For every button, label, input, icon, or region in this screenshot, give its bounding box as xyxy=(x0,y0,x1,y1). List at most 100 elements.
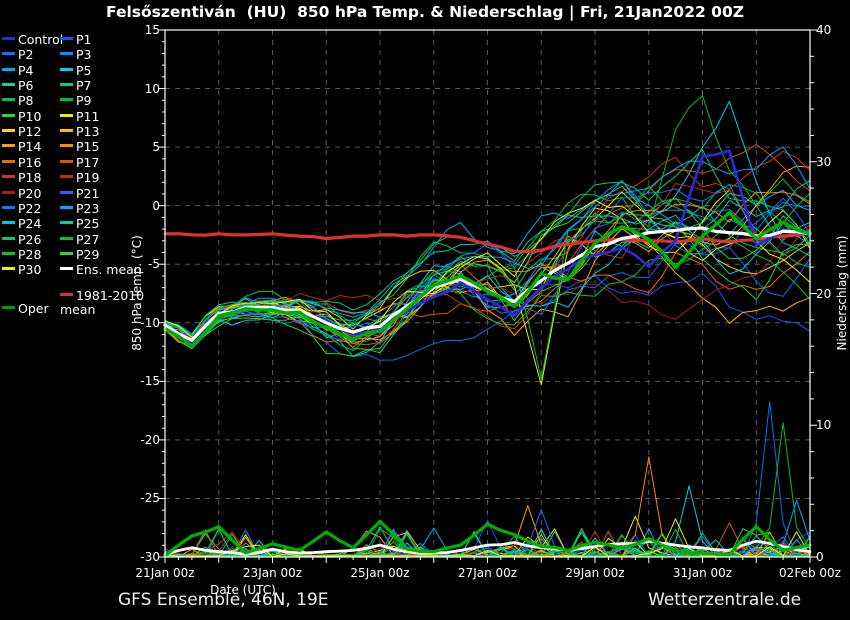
legend-swatch-icon xyxy=(60,113,73,117)
legend-item-P23: P23 xyxy=(60,200,100,216)
date-axis-label-wrap: Date (UTC) xyxy=(0,583,850,597)
legend-item-label: P16 xyxy=(18,154,42,170)
legend-item-P16: P16 xyxy=(2,154,42,170)
legend-item-label: P27 xyxy=(76,231,100,247)
legend-item-climate-mean: 1981-2010 mean xyxy=(60,288,144,316)
legend-swatch-icon xyxy=(60,293,73,296)
legend-item-P30: P30 xyxy=(2,261,42,278)
legend-item-P1: P1 xyxy=(60,31,92,47)
legend-item-label: Oper xyxy=(18,301,49,316)
legend-swatch-icon xyxy=(2,306,15,309)
legend-item-label: P12 xyxy=(18,124,42,140)
member-temp-line-P2 xyxy=(164,243,811,361)
legend-item-P24: P24 xyxy=(2,215,42,232)
legend-swatch-icon xyxy=(2,144,15,148)
date-tick-label: 25Jan 00z xyxy=(350,566,410,580)
legend-item-label: P22 xyxy=(18,200,42,216)
legend-swatch-icon xyxy=(60,221,73,225)
member-temp-line-P8 xyxy=(164,184,811,341)
legend-item-label: P21 xyxy=(76,185,100,201)
date-tick-label: 21Jan 00z xyxy=(135,566,195,580)
legend-item-label: P9 xyxy=(76,93,92,109)
temp-tick-label: -25 xyxy=(140,491,160,506)
legend-swatch-icon xyxy=(60,251,73,255)
legend-item-P5: P5 xyxy=(60,62,92,78)
legend-item-oper: Oper xyxy=(2,300,49,316)
legend-item-label: P29 xyxy=(76,246,100,262)
legend-swatch-icon xyxy=(2,221,15,225)
date-tick-label: 02Feb 00z xyxy=(779,566,841,580)
legend-item-P14: P14 xyxy=(2,138,41,154)
legend: Control P1 P2 P3 P4 P5 P6 P7 P8 P9 P10 P11 P12 P13 P14… xyxy=(2,0,162,340)
legend-item-P26: P26 xyxy=(2,231,42,247)
member-temp-line-P5 xyxy=(164,100,811,344)
legend-item-label: 1981-2010 mean xyxy=(60,287,145,317)
legend-swatch-icon xyxy=(60,83,73,87)
legend-swatch-icon xyxy=(2,175,15,179)
legend-item-label: P20 xyxy=(18,185,42,201)
member-temp-line-P17 xyxy=(164,144,811,350)
legend-swatch-icon xyxy=(2,113,15,117)
legend-swatch-icon xyxy=(2,98,15,102)
legend-item-P4: P4 xyxy=(2,62,34,78)
member-temp-line-P30 xyxy=(164,199,811,338)
legend-item-label: P19 xyxy=(76,170,100,186)
precip-tick-label: 40 xyxy=(816,23,832,37)
legend-item-P22: P22 xyxy=(2,200,42,216)
date-tick-label: 29Jan 00z xyxy=(565,566,625,580)
legend-swatch-icon xyxy=(60,144,73,148)
legend-item-label: Ens. mean xyxy=(76,262,142,278)
legend-swatch-icon xyxy=(2,83,15,87)
oper-precip-line xyxy=(163,519,812,558)
legend-item-label: P25 xyxy=(76,216,100,232)
temp-tick-label: 0 xyxy=(152,198,160,213)
legend-swatch-icon xyxy=(60,98,73,102)
legend-item-label: P7 xyxy=(76,78,92,94)
legend-swatch-icon xyxy=(60,37,73,40)
legend-item-label: P2 xyxy=(18,47,34,63)
precip-tick-label: 20 xyxy=(816,286,832,301)
legend-swatch-icon xyxy=(60,267,73,271)
legend-swatch-icon xyxy=(2,159,15,163)
date-tick-label: 27Jan 00z xyxy=(457,566,518,580)
legend-item-label: P23 xyxy=(76,200,100,216)
legend-item-label: P8 xyxy=(18,93,34,109)
legend-swatch-icon xyxy=(2,129,15,133)
legend-item-P27: P27 xyxy=(60,231,100,247)
legend-item-label: P3 xyxy=(76,47,92,63)
legend-item-P28: P28 xyxy=(2,246,42,262)
legend-swatch-icon xyxy=(2,52,15,56)
legend-item-label: P26 xyxy=(18,231,42,247)
member-temp-line-P4 xyxy=(164,180,811,335)
legend-item-label: P24 xyxy=(18,216,42,232)
legend-item-label: P13 xyxy=(76,124,100,140)
legend-item-P18: P18 xyxy=(2,169,42,186)
temp-tick-label: -15 xyxy=(140,374,160,389)
temp-tick-label: 15 xyxy=(144,23,160,37)
legend-item-label: P10 xyxy=(18,108,42,124)
legend-swatch-icon xyxy=(60,159,73,163)
temp-tick-label: 5 xyxy=(152,140,160,155)
legend-item-label: P15 xyxy=(76,139,100,155)
member-temp-line-P23 xyxy=(164,146,811,347)
legend-item-label: P30 xyxy=(18,262,42,278)
legend-swatch-icon xyxy=(60,205,73,209)
legend-swatch-icon xyxy=(60,129,73,133)
legend-item-P2: P2 xyxy=(2,46,34,63)
legend-swatch-icon xyxy=(60,52,73,56)
legend-item-label: Control xyxy=(18,32,64,47)
legend-item-P20: P20 xyxy=(2,185,42,201)
date-tick-label: 23Jan 00z xyxy=(242,566,303,580)
legend-item-P12: P12 xyxy=(2,123,42,140)
legend-item-label: P18 xyxy=(18,170,42,186)
legend-swatch-icon xyxy=(2,267,15,271)
ens-mean-precip-line xyxy=(163,539,812,556)
legend-item-ens-mean: Ens. mean xyxy=(60,261,142,278)
legend-swatch-icon xyxy=(60,67,73,71)
model-info: GFS Ensemble, 46N, 19E xyxy=(118,590,329,610)
legend-item-P6: P6 xyxy=(2,77,34,93)
legend-item-P13: P13 xyxy=(60,123,100,140)
legend-item-label: P28 xyxy=(18,246,42,262)
legend-item-P21: P21 xyxy=(60,185,100,201)
